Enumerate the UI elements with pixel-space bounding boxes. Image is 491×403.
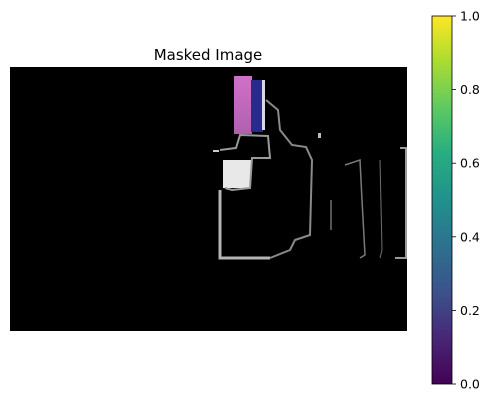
image-background — [10, 67, 407, 331]
colorbar-tick-label: 0.6 — [460, 156, 480, 171]
speck — [330, 200, 332, 230]
chart-title: Masked Image — [154, 46, 263, 64]
colorbar-tick-label: 0.0 — [460, 377, 480, 392]
colorbar-tick-label: 0.2 — [460, 303, 480, 318]
colorbar-tick-label: 0.8 — [460, 82, 480, 97]
colorbar: 0.0 0.2 0.4 0.6 0.8 1.0 — [432, 9, 480, 392]
pink-sign — [234, 76, 252, 134]
colorbar-ticks: 0.0 0.2 0.4 0.6 0.8 1.0 — [452, 9, 480, 392]
blue-sign — [251, 80, 263, 132]
colorbar-gradient — [432, 16, 452, 384]
colorbar-tick-label: 0.4 — [460, 229, 480, 244]
speck — [318, 133, 321, 138]
speck — [213, 150, 219, 152]
masked-image — [10, 67, 407, 331]
blue-sign-edge — [262, 80, 265, 130]
colorbar-tick-label: 1.0 — [460, 9, 480, 24]
white-sign — [223, 160, 251, 188]
